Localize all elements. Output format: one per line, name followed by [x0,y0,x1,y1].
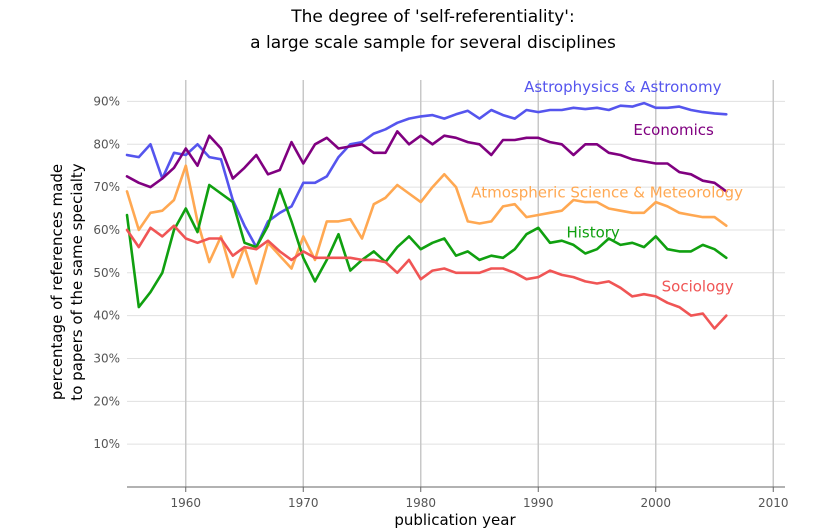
series-line-economics [125,130,728,193]
series-labels: Astrophysics & Astronomy Economics Atmosph… [471,78,743,296]
y-axis-label-line-2: to papers of the same specialty [68,163,86,400]
y-tick-label: 30% [93,351,120,365]
series-line-sociology [125,224,728,330]
series-line-history [125,183,728,309]
y-tick-label: 20% [93,394,120,408]
x-axis-label: publication year [394,511,516,529]
x-tick-label: 1970 [288,496,319,510]
y-axis-label-line-1: percentage of references made [48,164,66,400]
y-axis-label: percentage of references made to papers … [48,163,86,400]
y-tick-label: 10% [93,437,120,451]
series-label-astrophysics-astronomy: Astrophysics & Astronomy [524,78,721,96]
x-tick-label: 1960 [170,496,201,510]
series-label-sociology: Sociology [662,278,734,296]
chart-title-line-2: a large scale sample for several discipl… [250,33,616,53]
series-label-history: History [566,224,619,242]
x-tick-label: 2010 [758,496,789,510]
x-tick-label: 1980 [405,496,436,510]
series-line-astrophysics-astronomy [125,101,728,249]
series-label-economics: Economics [633,121,714,139]
y-axis-ticks: 10% 20% 30% 40% 50% 60% 70% 80% 90% [93,94,120,451]
x-axis-ticks: 1960 1970 1980 1990 2000 2010 [127,486,789,510]
chart-title-line-1: The degree of 'self-referentiality': [290,7,574,27]
y-tick-label: 60% [93,223,120,237]
series-lines [125,101,728,330]
series-label-atmospheric-science-meteorology: Atmospheric Science & Meteorology [471,183,743,201]
x-tick-label: 2000 [640,496,671,510]
chart-title: The degree of 'self-referentiality': a l… [250,7,616,53]
series-line-atmospheric-science-meteorology [125,164,728,285]
x-tick-label: 1990 [523,496,554,510]
y-tick-label: 40% [93,309,120,323]
y-tick-label: 90% [93,94,120,108]
y-tick-label: 50% [93,266,120,280]
y-tick-label: 80% [93,137,120,151]
y-tick-label: 70% [93,180,120,194]
